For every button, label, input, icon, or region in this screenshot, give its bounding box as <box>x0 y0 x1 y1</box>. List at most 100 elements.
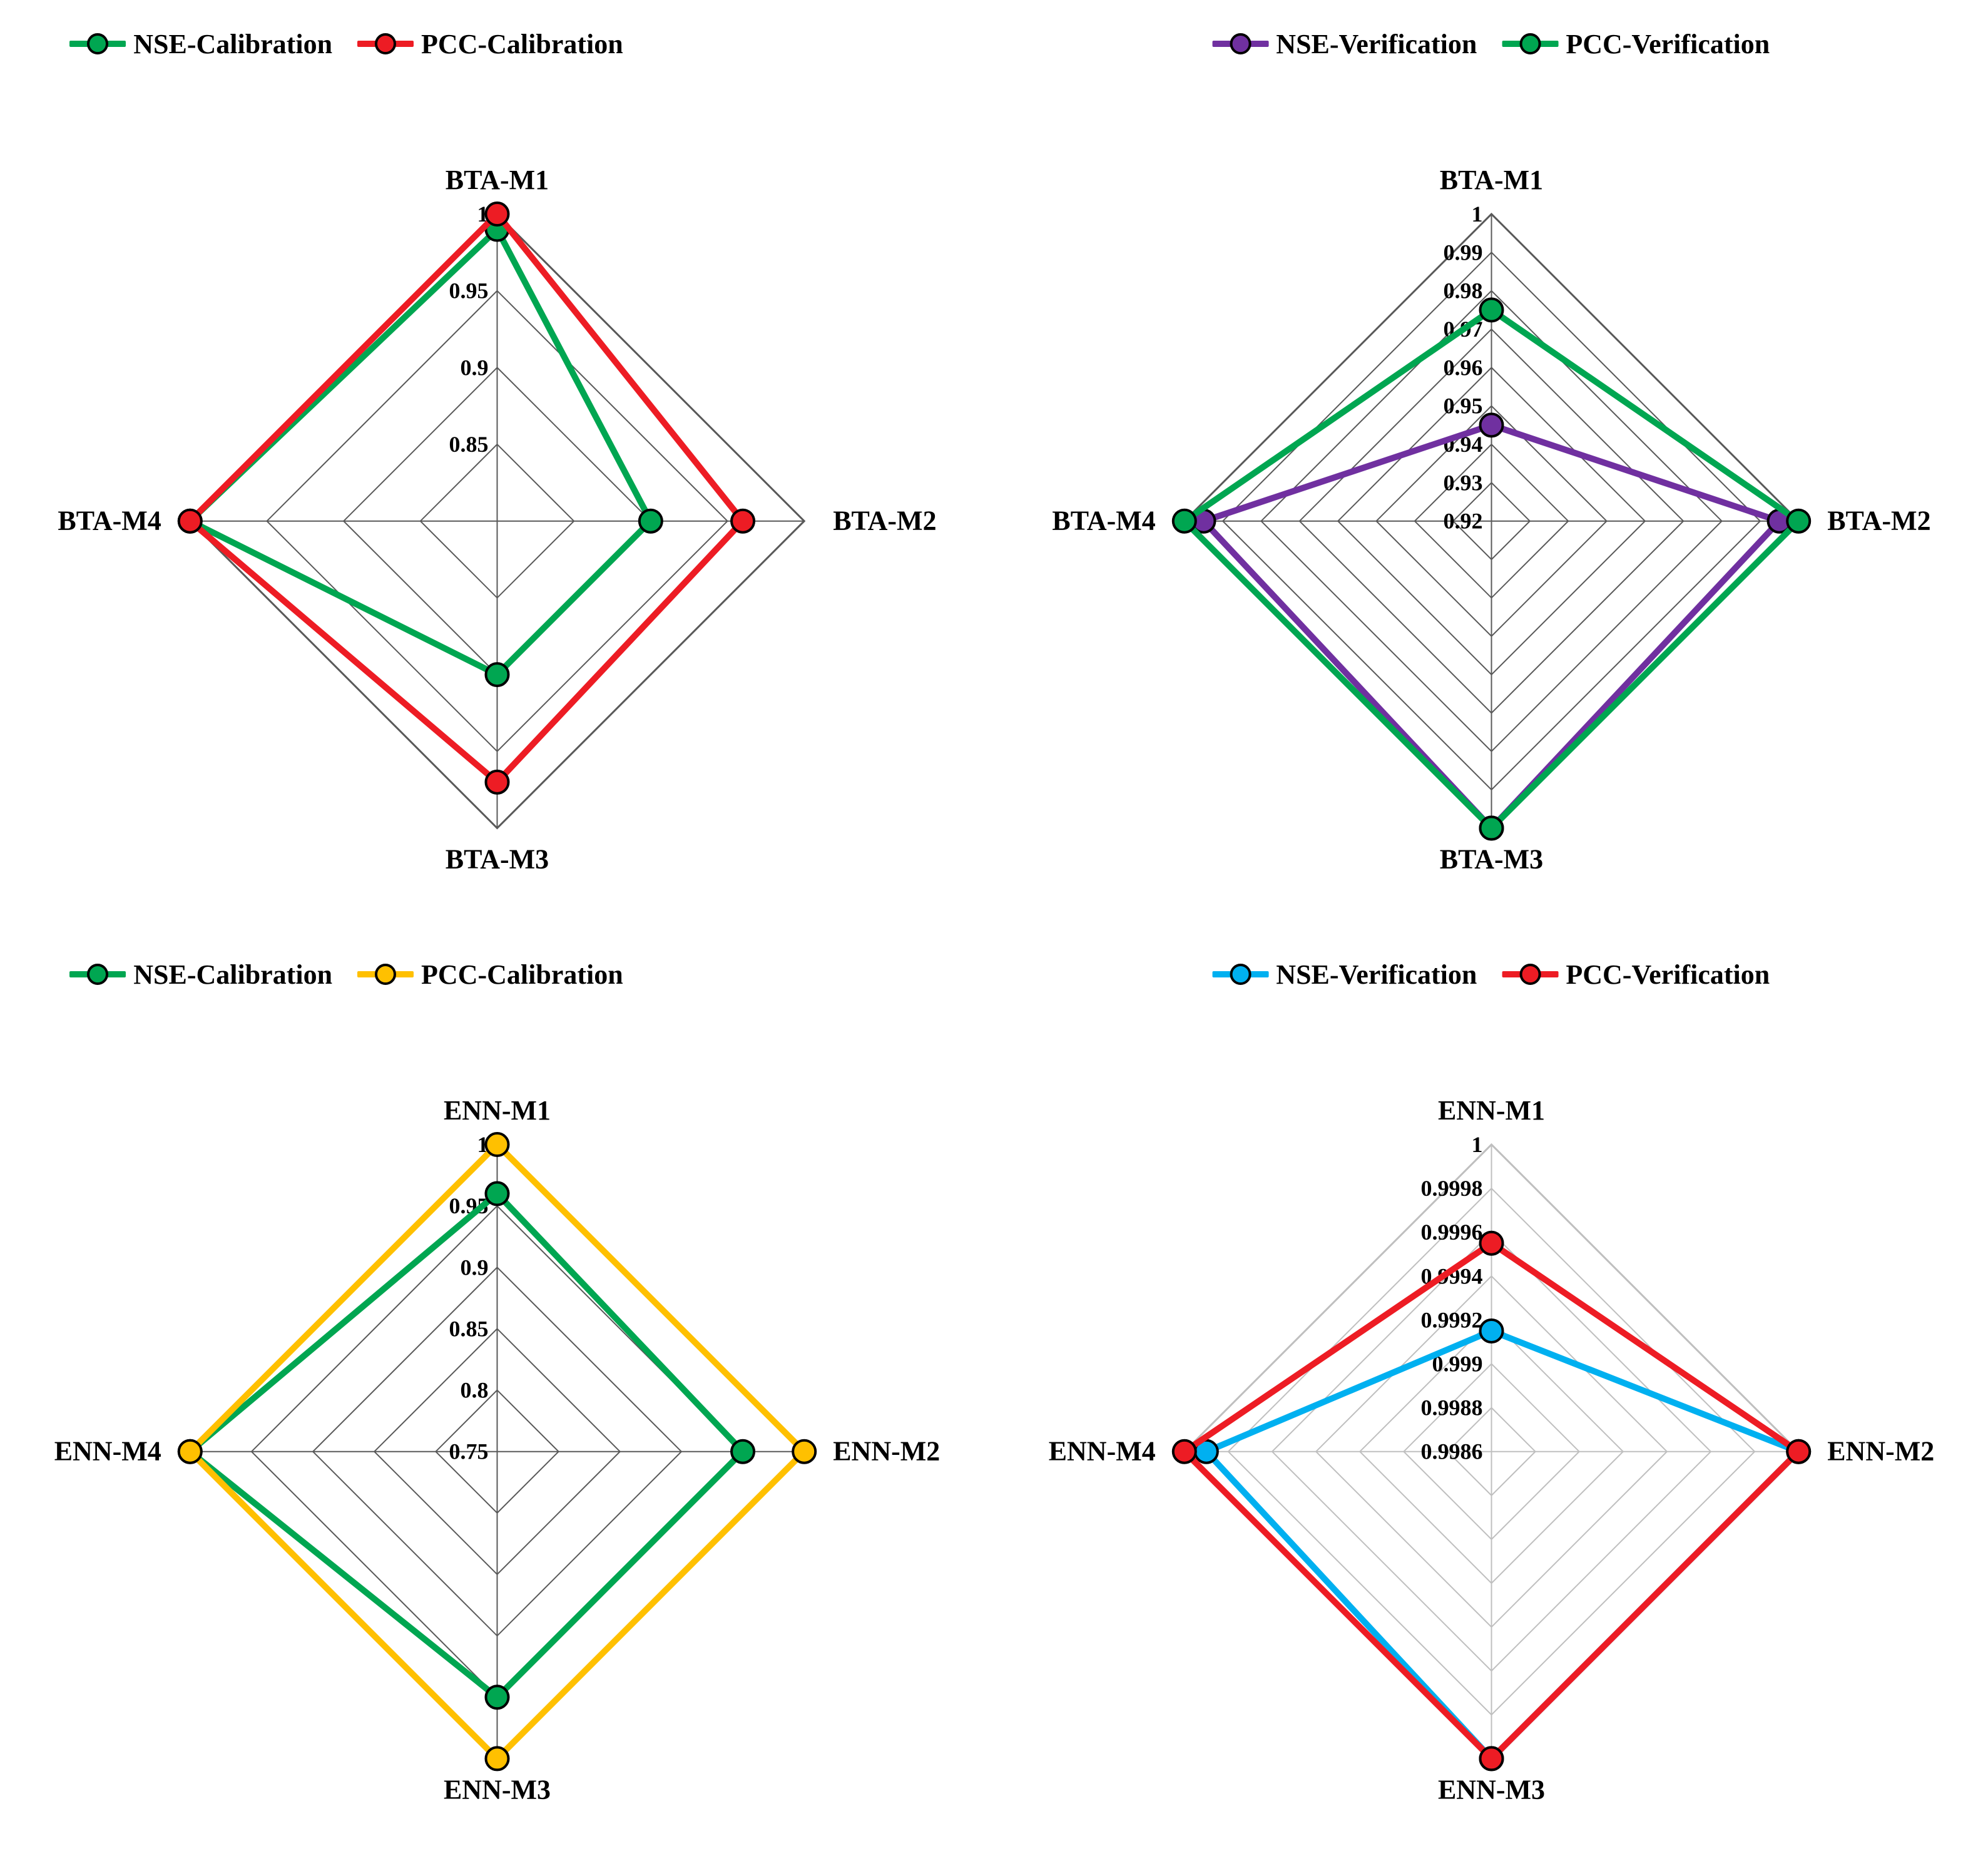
radar-tick-label: 0.85 <box>449 432 489 457</box>
legend-swatch-line <box>69 971 126 977</box>
radar-series-marker <box>731 1440 754 1463</box>
legend-swatch-line <box>1502 971 1558 977</box>
radar-axis-label: BTA-M2 <box>1827 506 1930 536</box>
radar-tick-label: 0.9998 <box>1420 1176 1482 1201</box>
radar-axis-label: ENN-M2 <box>1827 1436 1934 1467</box>
radar-axis-label: ENN-M3 <box>444 1774 551 1805</box>
legend-item: NSE-Calibration <box>69 28 332 60</box>
legend-item: PCC-Calibration <box>357 28 623 60</box>
radar-axis-label: BTA-M1 <box>446 165 549 195</box>
legend-swatch-marker <box>1230 33 1251 54</box>
radar-axis-label: ENN-M3 <box>1437 1774 1544 1805</box>
radar-series-marker <box>731 510 754 533</box>
legend-swatch-marker <box>87 964 108 985</box>
radar-tick-label: 0.9 <box>461 1255 489 1280</box>
legend-item: PCC-Calibration <box>357 959 623 991</box>
radar-tick-label: 0.8 <box>461 1378 489 1403</box>
radar-series-marker <box>1173 1440 1195 1463</box>
legend-item: NSE-Verification <box>1212 28 1477 60</box>
radar-axis-label: ENN-M2 <box>833 1436 940 1467</box>
radar-axis-label: BTA-M4 <box>58 506 161 536</box>
legend-label: NSE-Calibration <box>133 28 332 60</box>
panel-tl: 0.850.90.951BTA-M1BTA-M2BTA-M3BTA-M4NSE-… <box>0 0 994 930</box>
radar-series-marker <box>640 510 662 533</box>
legend-swatch-line <box>1502 41 1558 47</box>
radar-chart: 0.920.930.940.950.960.970.980.991BTA-M1B… <box>994 0 1988 930</box>
legend-item: NSE-Calibration <box>69 959 332 991</box>
legend-item: NSE-Verification <box>1212 959 1477 991</box>
legend-label: PCC-Verification <box>1566 28 1770 60</box>
legend-swatch-line <box>69 41 126 47</box>
radar-series-marker <box>1787 510 1810 533</box>
radar-series-marker <box>1480 1232 1502 1255</box>
radar-axis-label: BTA-M1 <box>1439 165 1542 195</box>
radar-axis-label: ENN-M4 <box>54 1436 161 1467</box>
radar-series-marker <box>486 1183 509 1205</box>
legend-swatch-marker <box>375 33 396 54</box>
radar-tick-label: 0.9 <box>461 355 489 380</box>
radar-tick-label: 0.9988 <box>1420 1395 1482 1420</box>
legend: NSE-Verification PCC-Verification <box>1212 28 1770 60</box>
legend: NSE-Calibration PCC-Calibration <box>69 28 623 60</box>
legend: NSE-Calibration PCC-Calibration <box>69 959 623 991</box>
radar-tick-label: 1 <box>1471 201 1482 227</box>
radar-chart: 0.99860.99880.9990.99920.99940.99960.999… <box>994 930 1988 1861</box>
legend-swatch-marker <box>1519 33 1541 54</box>
legend-label: PCC-Verification <box>1566 959 1770 991</box>
legend-label: NSE-Verification <box>1276 28 1477 60</box>
radar-series-marker <box>486 203 509 225</box>
radar-series-marker <box>486 1686 509 1708</box>
legend-label: NSE-Verification <box>1276 959 1477 991</box>
radar-series-marker <box>1787 1440 1810 1463</box>
radar-axis-label: BTA-M4 <box>1052 506 1155 536</box>
radar-tick-label: 0.9986 <box>1420 1439 1482 1464</box>
radar-grid: 0.85 0.9 0.95 1 BTA-M1 BTA-M2 BTA-M3 BTA-M4 NSE-… <box>0 0 1988 1861</box>
radar-series-marker <box>486 771 509 793</box>
radar-tick-label: 0.95 <box>1443 394 1482 419</box>
radar-series-marker <box>1480 1320 1502 1342</box>
radar-series-marker <box>486 663 509 686</box>
radar-series-marker <box>793 1440 815 1463</box>
radar-axis-label: ENN-M4 <box>1048 1436 1155 1467</box>
radar-series-marker <box>179 510 201 533</box>
panel-tr: 0.920.930.940.950.960.970.980.991BTA-M1B… <box>994 0 1988 930</box>
radar-chart: 0.750.80.850.90.951ENN-M1ENN-M2ENN-M3ENN… <box>0 930 994 1861</box>
radar-series-marker <box>1480 817 1502 839</box>
radar-axis-label: BTA-M3 <box>1439 844 1542 874</box>
legend-swatch-marker <box>375 964 396 985</box>
legend-label: PCC-Calibration <box>421 959 623 991</box>
legend-swatch-marker <box>1519 964 1541 985</box>
radar-tick-label: 0.85 <box>449 1316 489 1341</box>
radar-series-marker <box>486 1747 509 1770</box>
panel-br: 0.99860.99880.9990.99920.99940.99960.999… <box>994 930 1988 1861</box>
legend-swatch-line <box>357 971 414 977</box>
radar-tick-label: 0.92 <box>1443 509 1482 534</box>
radar-tick-label: 0.96 <box>1443 355 1482 380</box>
radar-chart: 0.850.90.951BTA-M1BTA-M2BTA-M3BTA-M4 <box>0 0 994 930</box>
legend-item: PCC-Verification <box>1502 28 1770 60</box>
radar-tick-label: 0.93 <box>1443 470 1482 495</box>
legend-swatch-marker <box>87 33 108 54</box>
radar-tick-label: 0.75 <box>449 1439 489 1464</box>
legend-swatch-line <box>1212 971 1268 977</box>
radar-axis-label: ENN-M1 <box>1437 1095 1544 1126</box>
legend-item: PCC-Verification <box>1502 959 1770 991</box>
radar-tick-label: 0.98 <box>1443 278 1482 303</box>
panel-bl: 0.750.80.850.90.951ENN-M1ENN-M2ENN-M3ENN… <box>0 930 994 1861</box>
radar-series-marker <box>179 1440 201 1463</box>
legend-swatch-line <box>1212 41 1268 47</box>
radar-series-marker <box>1173 510 1195 533</box>
radar-series-marker <box>1480 414 1502 436</box>
legend-label: PCC-Calibration <box>421 28 623 60</box>
radar-axis-label: BTA-M2 <box>833 506 936 536</box>
radar-tick-label: 0.99 <box>1443 240 1482 265</box>
radar-tick-label: 0.9992 <box>1420 1307 1482 1332</box>
radar-tick-label: 0.9996 <box>1420 1220 1482 1245</box>
radar-tick-label: 1 <box>1471 1132 1482 1157</box>
legend-swatch-line <box>357 41 414 47</box>
radar-series-marker <box>486 1133 509 1156</box>
radar-axis-label: BTA-M3 <box>446 844 549 874</box>
legend-label: NSE-Calibration <box>133 959 332 991</box>
radar-series-marker <box>1480 1747 1502 1770</box>
radar-axis-label: ENN-M1 <box>444 1095 551 1126</box>
